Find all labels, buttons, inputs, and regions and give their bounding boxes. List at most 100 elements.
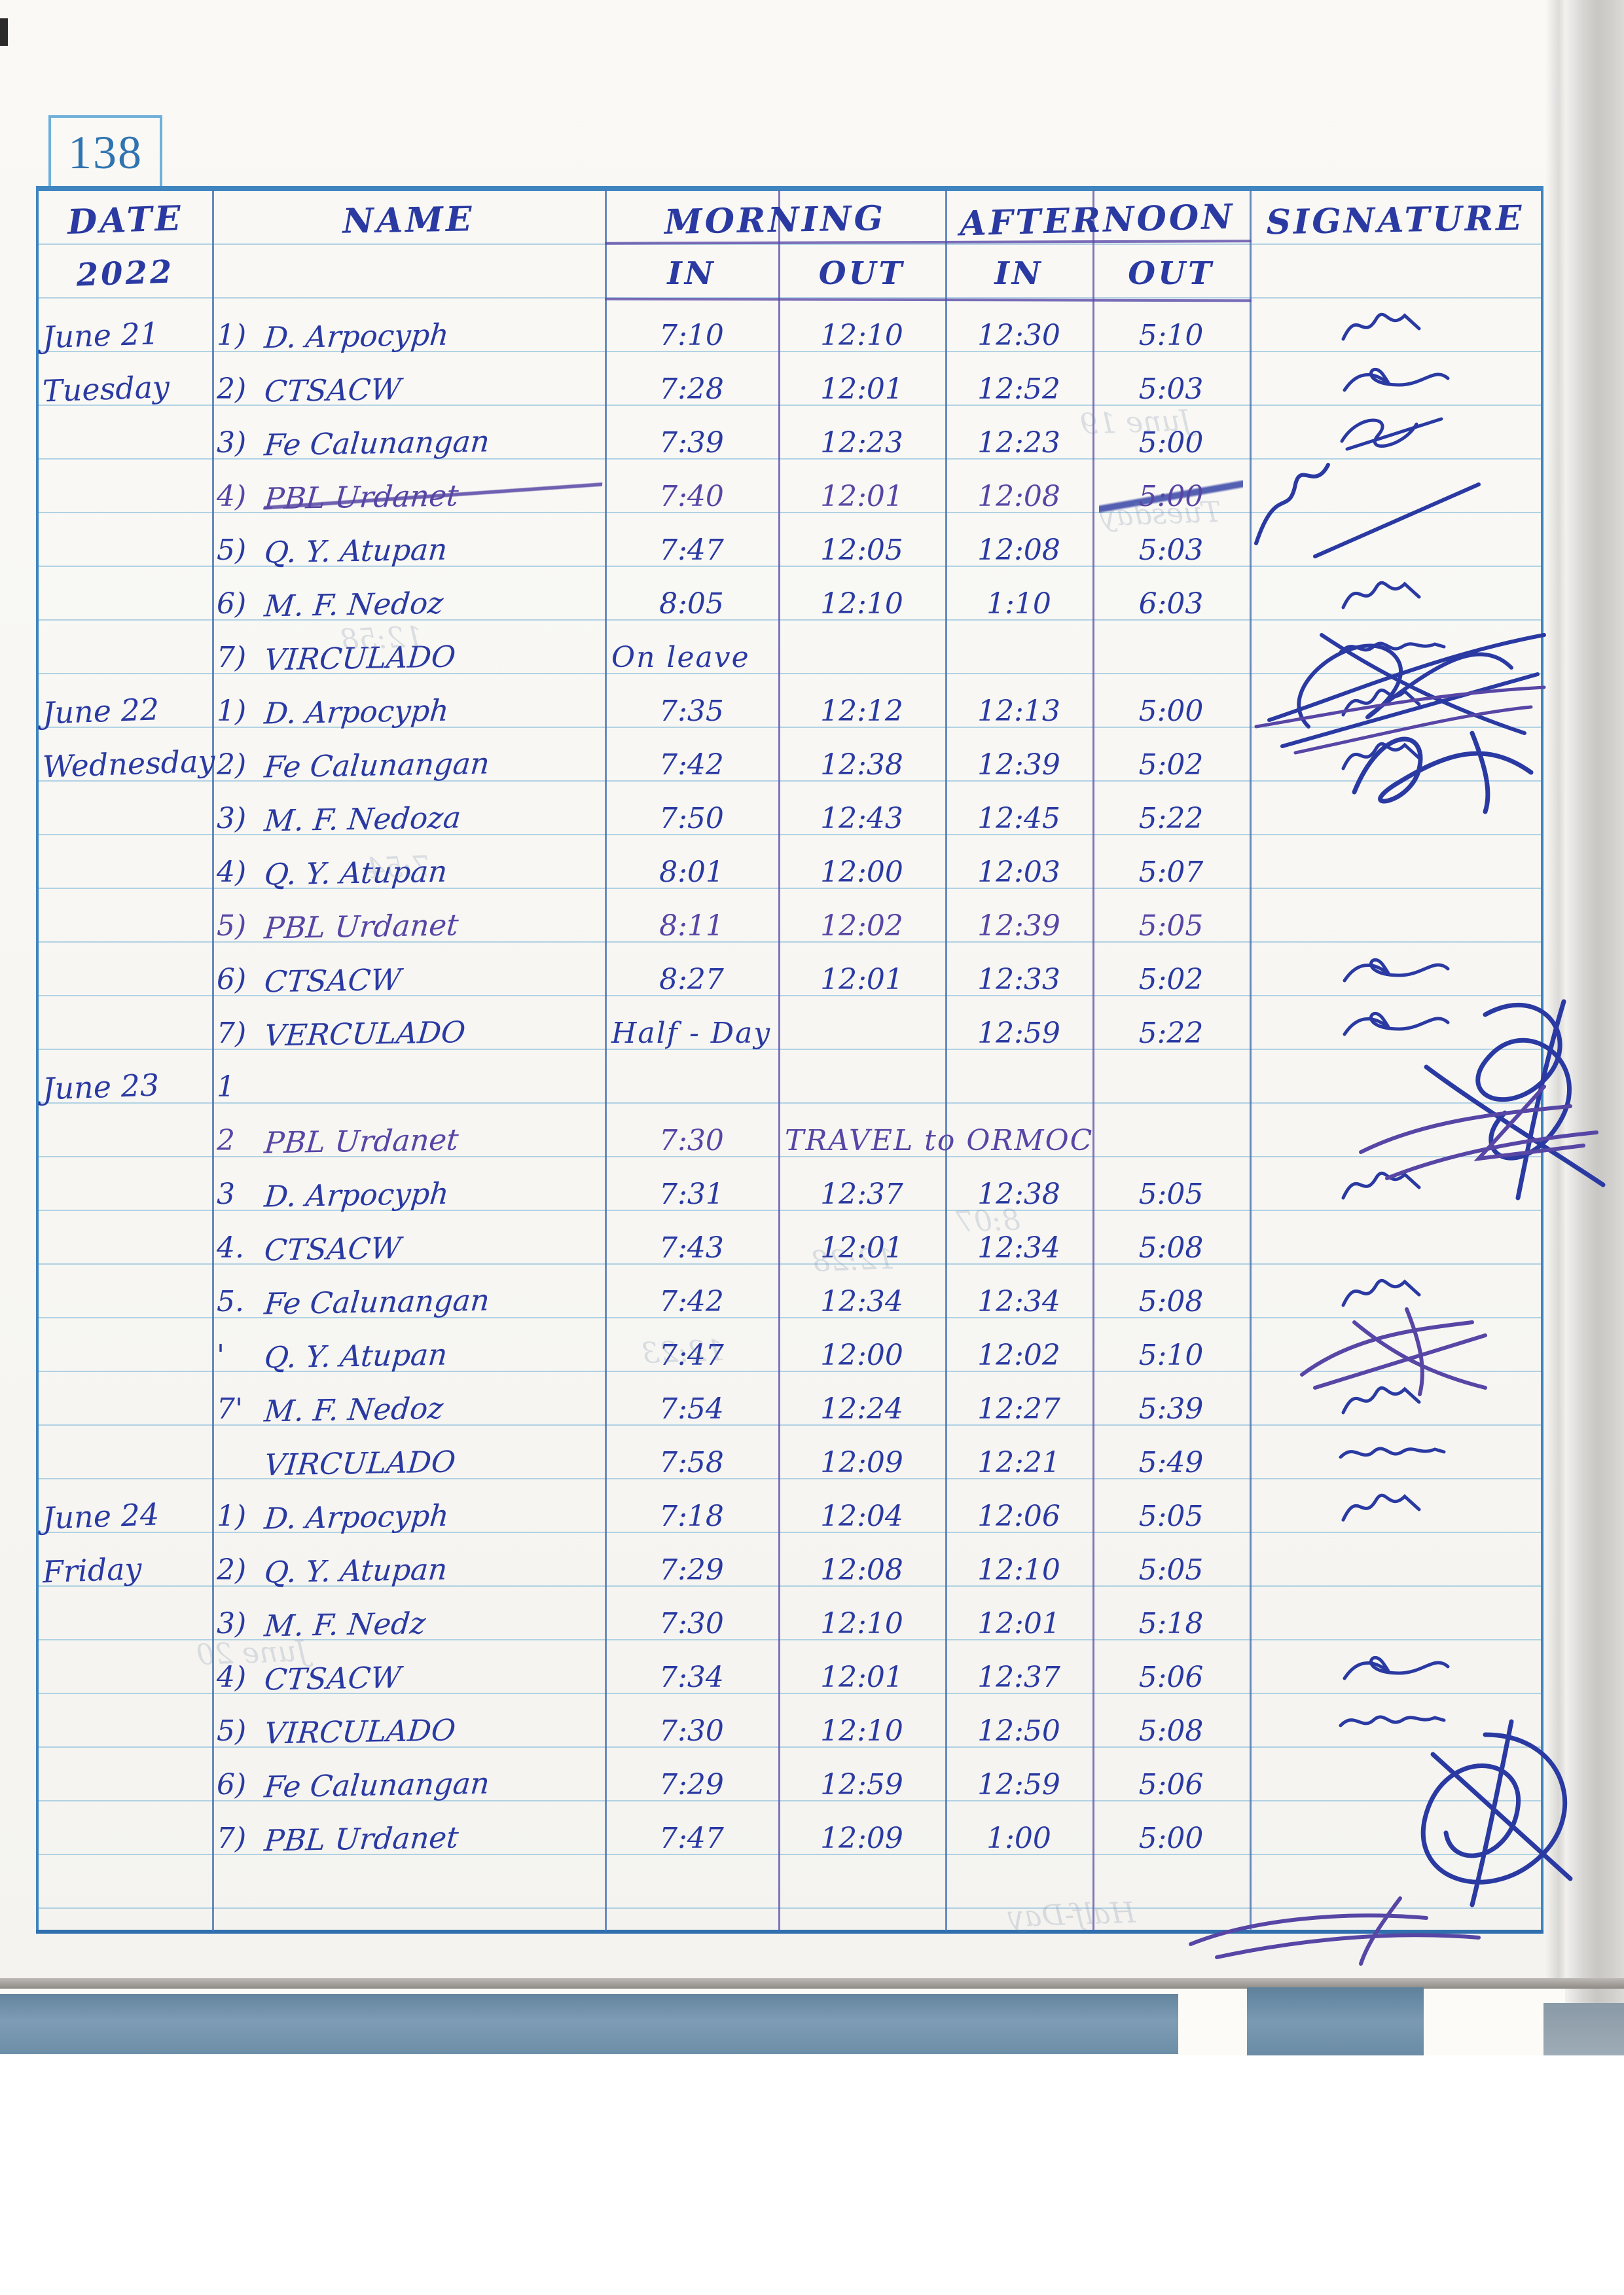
morning-out-time: 12:01 xyxy=(820,480,903,513)
table-row: 7) VERCULADO 12:59 5:22 Half - Day xyxy=(39,999,1541,1053)
attendance-table: DATE NAME MORNING AFTERNOON SIGNATURE 20… xyxy=(36,186,1606,1966)
afternoon-out-time: 5:22 xyxy=(1138,1017,1204,1050)
row-number: 3) xyxy=(217,1607,247,1640)
date-cell: Tuesday xyxy=(42,369,170,409)
morning-in-time: 7:47 xyxy=(659,1339,724,1372)
employee-name: M. F. Nedoza xyxy=(262,800,463,839)
row-number: 5) xyxy=(217,1714,247,1748)
signature-mark xyxy=(1341,312,1421,341)
employee-name: Fe Calunangan xyxy=(262,1282,492,1322)
morning-out-time: 12:24 xyxy=(820,1392,903,1426)
row-number: 5. xyxy=(217,1285,244,1318)
header-afternoon-out: OUT xyxy=(1128,255,1214,292)
table-row: Tuesday 2) CTSACW 7:28 12:01 12:52 5:03 xyxy=(39,355,1541,409)
morning-out-time: 12:10 xyxy=(820,1714,903,1748)
table-row: ' Q. Y. Atupan 7:47 12:00 12:02 5:10 xyxy=(39,1321,1541,1375)
row-number: 1) xyxy=(217,695,247,728)
ghost-text: 12:23 xyxy=(641,1333,725,1371)
afternoon-in-time: 12:10 xyxy=(977,1553,1060,1587)
date-cell: Wednesday xyxy=(42,743,216,785)
signature-mark xyxy=(1341,581,1421,609)
header-morning: MORNING xyxy=(664,198,886,242)
morning-out-time: 12:23 xyxy=(820,426,903,460)
row-number: 6) xyxy=(217,1768,247,1801)
morning-in-time: 7:58 xyxy=(659,1446,724,1479)
column-divider xyxy=(605,190,607,1931)
afternoon-in-time: 12:08 xyxy=(977,480,1060,513)
table-row: Friday 2) Q. Y. Atupan 7:29 12:08 12:10 … xyxy=(39,1536,1541,1589)
afternoon-out-time: 5:05 xyxy=(1138,1178,1204,1211)
signature-mark xyxy=(1343,958,1450,983)
signature-cell xyxy=(1256,1752,1538,1804)
afternoon-out-time: 5:39 xyxy=(1138,1392,1204,1426)
afternoon-in-time: 1:00 xyxy=(986,1822,1051,1855)
morning-in-time: 7:30 xyxy=(659,1124,724,1157)
signature-cell xyxy=(1256,1000,1538,1053)
page-bottom-shadow xyxy=(0,1978,1624,1989)
employee-name: Q. Y. Atupan xyxy=(262,1551,449,1590)
employee-name: PBL Urdanet xyxy=(262,1122,460,1161)
morning-out-time: 12:09 xyxy=(820,1822,903,1855)
signature-cell xyxy=(1256,1376,1538,1428)
afternoon-out-time: 5:00 xyxy=(1099,480,1243,513)
afternoon-in-time: 12:13 xyxy=(977,695,1060,728)
table-row: 7) VIRCULADO On leave xyxy=(39,623,1541,678)
row-number: 5) xyxy=(217,909,247,943)
page-number-box: 138 xyxy=(48,115,162,190)
row-number: 3) xyxy=(217,802,247,835)
afternoon-in-time: 12:34 xyxy=(977,1285,1060,1318)
employee-name: Q. Y. Atupan xyxy=(262,532,449,570)
table-top-border xyxy=(36,186,1543,191)
morning-in-time: 7:35 xyxy=(659,695,724,728)
afternoon-out-time: 5:05 xyxy=(1138,1500,1204,1533)
morning-out-time: 12:59 xyxy=(820,1768,903,1801)
signature-cell xyxy=(1256,893,1538,945)
header-date: DATE xyxy=(67,198,184,242)
column-divider xyxy=(212,190,214,1931)
morning-in-time: 7:42 xyxy=(659,1285,724,1318)
afternoon-in-time: 12:21 xyxy=(977,1446,1060,1479)
row-number: ' xyxy=(217,1339,225,1372)
date-cell: June 23 xyxy=(42,1067,160,1107)
morning-out-time: 12:02 xyxy=(820,909,903,943)
signature-mark xyxy=(1339,1715,1446,1727)
ghost-text: Tuesday xyxy=(1099,495,1222,533)
book-edge-strip xyxy=(1543,2003,1624,2058)
signature-mark xyxy=(1341,1493,1421,1522)
employee-name: VERCULADO xyxy=(262,1015,467,1053)
table-bottom-border xyxy=(36,1930,1543,1934)
morning-out-time: 12:01 xyxy=(820,1661,903,1694)
row-number: 4. xyxy=(217,1231,244,1265)
morning-out-time: 12:00 xyxy=(820,856,903,889)
signature-mark xyxy=(1343,1011,1450,1036)
morning-in-time: 7:28 xyxy=(659,372,724,406)
morning-out-time: 12:12 xyxy=(820,695,903,728)
morning-out-time: 12:37 xyxy=(820,1178,903,1211)
table-row: 5) Q. Y. Atupan 7:47 12:05 12:08 5:03 xyxy=(39,516,1541,570)
header-morning-out: OUT xyxy=(818,255,905,292)
employee-name: Q. Y. Atupan xyxy=(262,854,449,892)
afternoon-in-time: 12:50 xyxy=(977,1714,1060,1748)
morning-in-time: 7:47 xyxy=(659,533,724,567)
employee-name: D. Arpocyph xyxy=(262,1498,450,1536)
morning-out-time: 12:10 xyxy=(820,587,903,621)
table-row: 7' M. F. Nedoz 7:54 12:24 12:27 5:39 xyxy=(39,1375,1541,1429)
signature-mark xyxy=(1341,1171,1421,1200)
signature-cell xyxy=(1256,1054,1538,1106)
page-fold-shadow xyxy=(1545,0,1568,1983)
ghost-text: 12:58 xyxy=(340,620,424,657)
morning-out-time: 12:01 xyxy=(820,372,903,406)
row-number: 2) xyxy=(217,748,247,782)
afternoon-out-time: 5:06 xyxy=(1138,1768,1204,1801)
morning-in-time: 7:30 xyxy=(659,1714,724,1748)
employee-name: D. Arpocyph xyxy=(262,693,450,731)
afternoon-out-time: 5:00 xyxy=(1138,1822,1204,1855)
signature-cell xyxy=(1256,1269,1538,1321)
afternoon-out-time: 5:10 xyxy=(1138,1339,1204,1372)
table-row: June 23 1 xyxy=(39,1053,1541,1106)
signature-cell xyxy=(1256,1430,1538,1482)
morning-in-time: 8:27 xyxy=(659,963,724,996)
afternoon-in-time: 12:39 xyxy=(977,909,1060,943)
date-cell: June 21 xyxy=(42,316,160,355)
